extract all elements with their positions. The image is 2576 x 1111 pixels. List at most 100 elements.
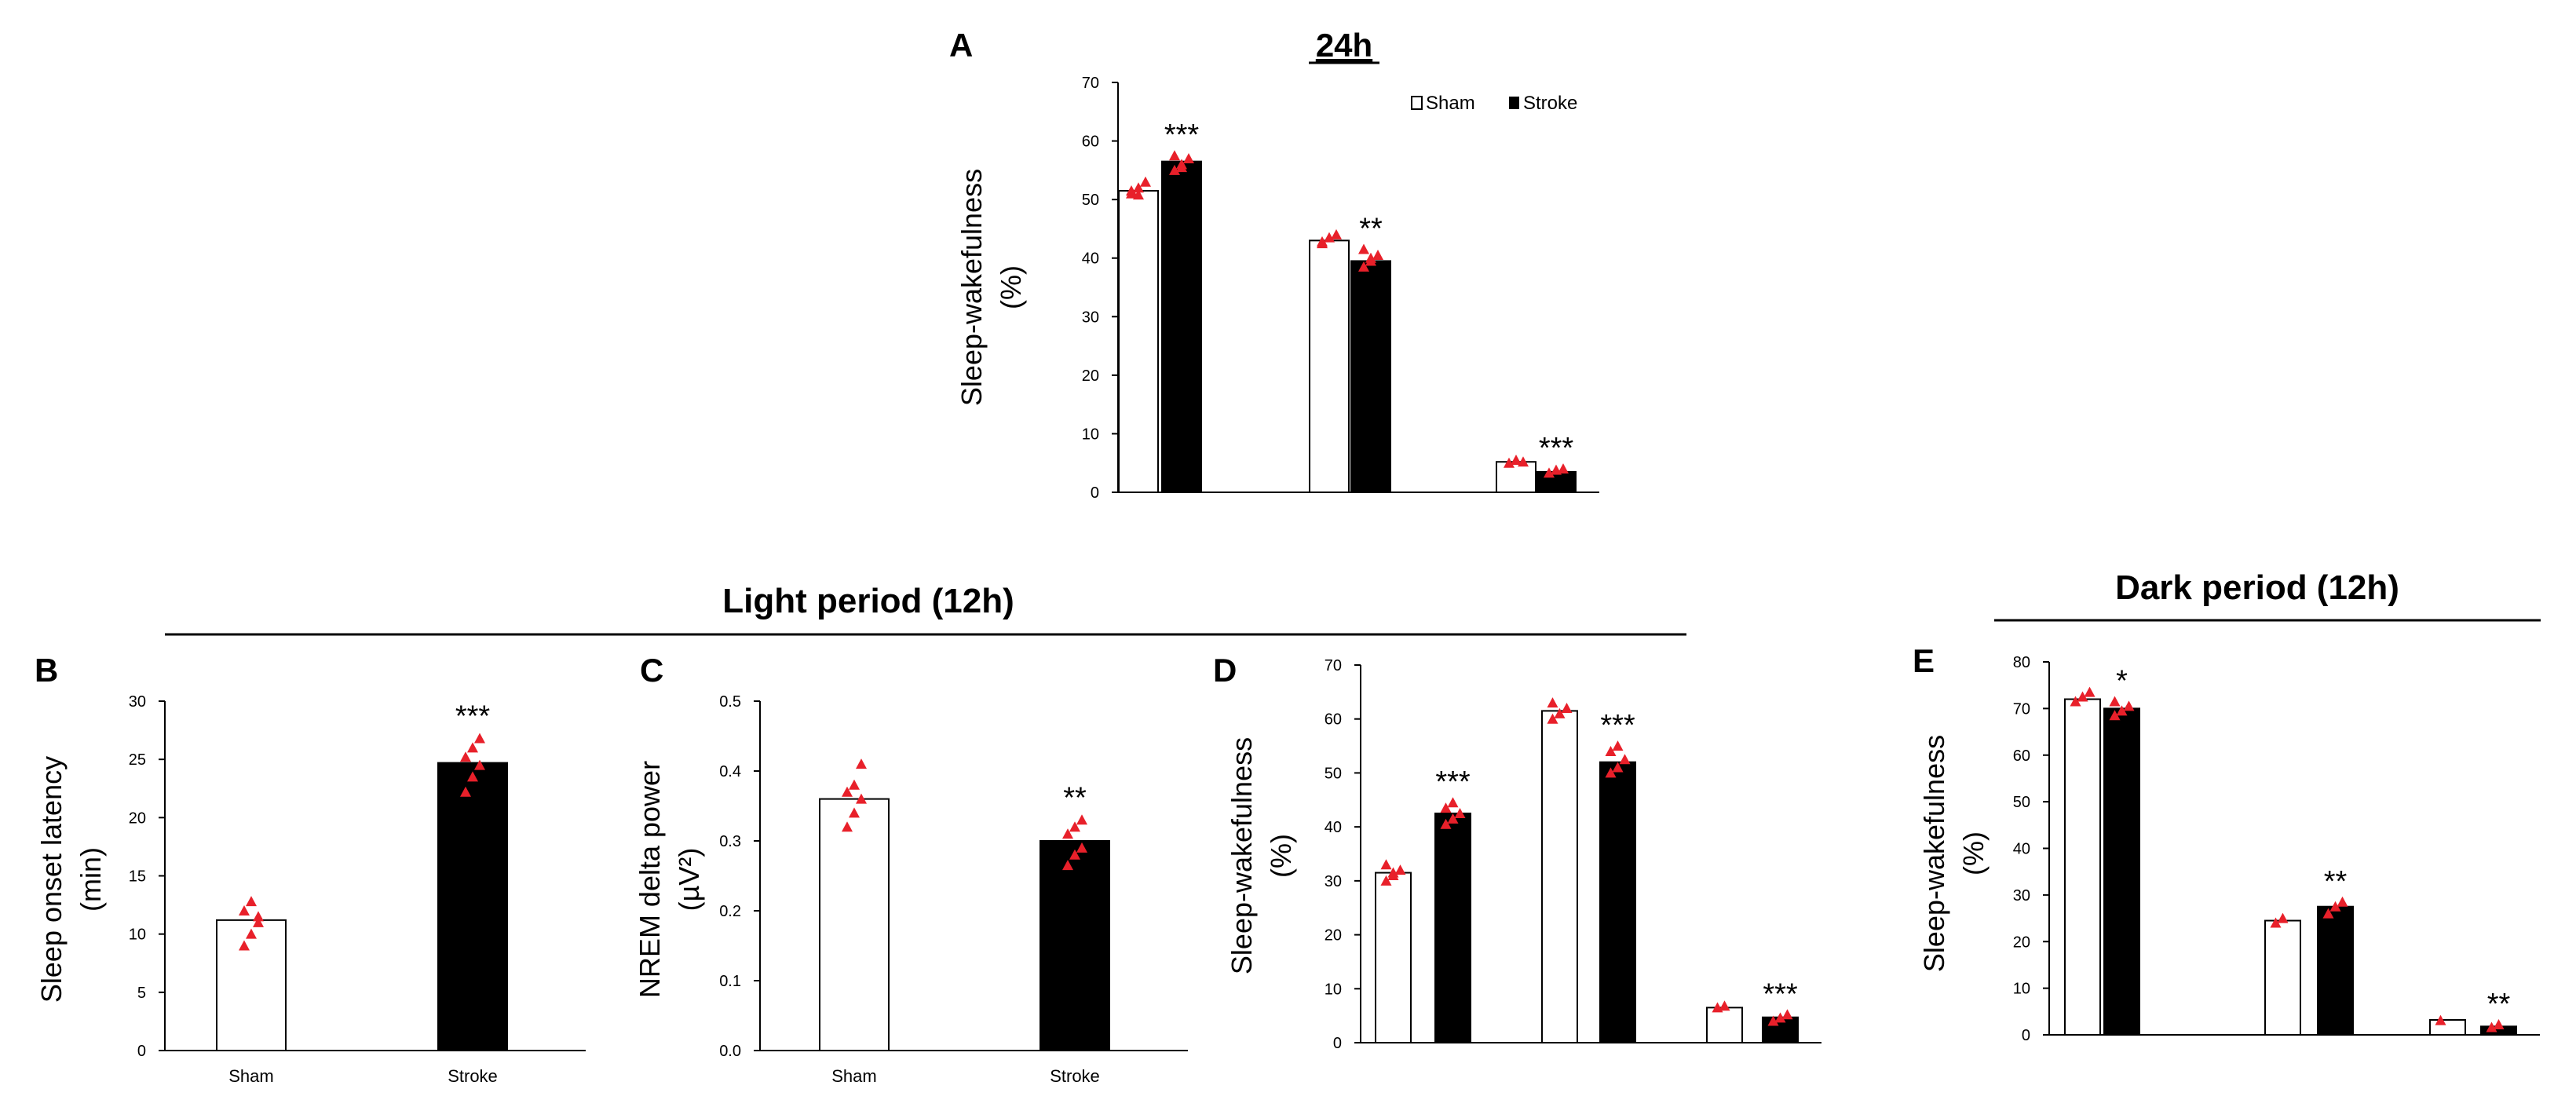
bar-stroke	[1536, 470, 1577, 494]
y-tick-label: 40	[1325, 819, 1342, 836]
data-point	[2329, 901, 2341, 912]
data-point	[1605, 767, 1617, 778]
data-point	[1612, 740, 1624, 751]
y-axis-label-line: Sleep onset latency	[35, 756, 68, 1003]
data-point	[1069, 849, 1080, 860]
significance-marker: **	[2324, 865, 2348, 898]
data-point	[1062, 860, 1073, 871]
y-axis-label-line: Sleep-wakefulness	[955, 169, 988, 406]
bar-stroke	[1161, 160, 1202, 494]
bar-sham	[1309, 239, 1350, 493]
data-point	[467, 742, 478, 753]
data-point	[1062, 828, 1073, 839]
data-point	[849, 779, 860, 790]
bar-sham	[2064, 698, 2101, 1036]
data-point	[1076, 842, 1087, 853]
data-point	[474, 733, 485, 744]
data-point	[1447, 797, 1459, 808]
y-tick-label: 0	[2022, 1027, 2030, 1044]
data-point	[1372, 249, 1383, 260]
data-point	[2070, 696, 2081, 707]
legend-sham-swatch	[1411, 96, 1423, 110]
data-point	[2109, 696, 2121, 707]
panel-label-d: D	[1213, 652, 1237, 689]
data-point	[1365, 252, 1376, 263]
x-category-label: Stroke	[1050, 1066, 1100, 1086]
data-point	[1176, 162, 1187, 173]
data-point	[2435, 1014, 2446, 1025]
data-point	[856, 758, 867, 769]
y-axis-label: Sleep-wakefulness (%)	[1918, 735, 1990, 972]
significance-marker: ***	[1600, 709, 1635, 742]
bar-sham	[1541, 710, 1578, 1044]
y-axis-label-line: (%)	[995, 265, 1027, 309]
panel-label-c: C	[640, 652, 663, 689]
bar-sham	[1375, 872, 1412, 1044]
y-tick-label: 30	[2013, 887, 2030, 905]
data-point	[849, 807, 860, 818]
data-point	[1324, 232, 1335, 243]
y-axis-label: Sleep-wakefulness (%)	[1226, 737, 1297, 974]
data-point	[1169, 164, 1180, 175]
y-axis-label: NREM delta power (µV²)	[634, 761, 705, 998]
y-tick-label: 50	[1325, 765, 1342, 782]
chart-b: Sleep onset latency (min) 0 5 10 15 20 25 30 Sham…	[35, 693, 586, 1086]
y-tick-label: 5	[137, 985, 146, 1002]
data-point	[1612, 762, 1624, 773]
data-point	[1133, 189, 1144, 200]
data-point	[1440, 802, 1452, 813]
data-point	[1380, 859, 1392, 870]
significance-marker: ***	[455, 700, 491, 733]
y-tick-label: 20	[1325, 927, 1342, 945]
data-point	[239, 905, 250, 915]
data-point	[2486, 1021, 2497, 1032]
data-point	[2084, 686, 2096, 697]
panel-label-a: A	[949, 27, 973, 64]
data-point	[842, 821, 853, 832]
y-tick-label: 0.2	[719, 903, 741, 920]
y-tick-label: 70	[2013, 700, 2030, 718]
data-point	[2277, 912, 2289, 923]
y-tick-label: 0.1	[719, 973, 741, 990]
data-point	[1447, 813, 1459, 824]
y-axis-label-line: (min)	[75, 847, 107, 912]
y-tick-label: 40	[1082, 250, 1099, 268]
data-point	[2322, 908, 2334, 919]
data-point	[1387, 867, 1399, 878]
bar-stroke	[2103, 707, 2140, 1036]
y-tick-label: 50	[1082, 192, 1099, 209]
data-point	[467, 771, 478, 782]
y-axis-label-line: Sleep-wakefulness	[1918, 735, 1950, 972]
data-point	[1183, 152, 1194, 163]
data-point	[1317, 236, 1328, 247]
y-tick-label: 0	[137, 1043, 146, 1060]
data-point	[460, 751, 471, 762]
bar-sham	[819, 798, 890, 1051]
data-point	[2493, 1018, 2505, 1029]
chart-a: Sleep-wakefulness (%)010203040506070*****…	[955, 75, 1599, 502]
significance-marker: *	[2116, 664, 2128, 697]
y-tick-label: 25	[129, 751, 146, 769]
light-period-header: Light period (12h)	[722, 582, 1014, 620]
y-axis-label-line: NREM delta power	[634, 761, 666, 998]
data-point	[1544, 467, 1555, 478]
significance-marker: ***	[1164, 119, 1200, 152]
data-point	[1558, 463, 1569, 474]
data-point	[856, 793, 867, 804]
y-tick-label: 10	[1082, 426, 1099, 443]
bar-stroke	[1350, 260, 1391, 493]
chart-d: Sleep-wakefulness (%) 0 10 20 30 40 50 60 70 *** **…	[1226, 657, 1821, 1052]
x-category-label: Stroke	[448, 1066, 498, 1086]
bar-stroke	[1434, 812, 1471, 1043]
x-category-label: Sham	[831, 1066, 876, 1086]
y-axis-label-line: (%)	[1265, 834, 1297, 878]
data-point	[1767, 1015, 1779, 1026]
y-tick-label: 60	[1325, 711, 1342, 729]
y-tick-label: 10	[1325, 981, 1342, 998]
data-point	[1605, 745, 1617, 756]
data-point	[1169, 150, 1180, 161]
y-tick-label: 0.5	[719, 693, 741, 711]
data-point	[1619, 754, 1631, 765]
data-point	[1547, 713, 1558, 724]
